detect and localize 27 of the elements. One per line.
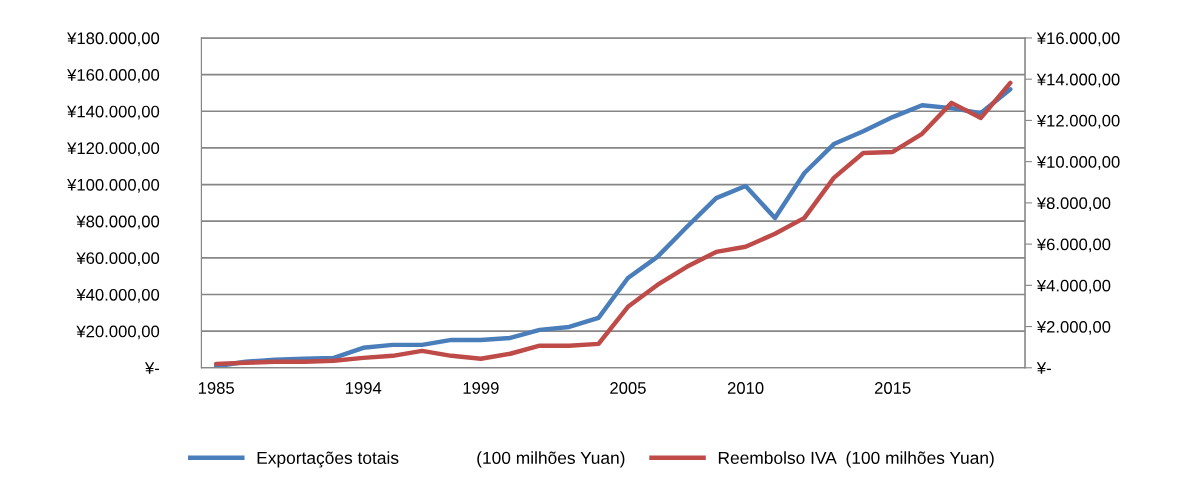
x-tick-label: 2010 (727, 382, 764, 394)
y-tick-label: ¥180.000,00 (67, 32, 160, 47)
x-tick-label: 1994 (345, 382, 382, 394)
y2-tick-label: ¥- (1036, 362, 1051, 374)
y2-tick-label: ¥14.000,00 (1036, 73, 1120, 88)
y-tick-label: ¥140.000,00 (67, 105, 160, 120)
x-tick-label: 2005 (610, 382, 646, 394)
y-tick-label: ¥100.000,00 (67, 178, 160, 193)
y-tick-label: ¥80.000,00 (76, 215, 160, 230)
y2-tick-label: ¥4.000,00 (1036, 279, 1111, 294)
legend-label: Exportações totais (100 milhões Yuan) (257, 451, 625, 468)
x-tick-label: 1985 (198, 382, 234, 394)
y-tick-label: ¥60.000,00 (76, 252, 160, 267)
y2-tick-label: ¥2.000,00 (1036, 320, 1111, 335)
y-tick-label: ¥40.000,00 (76, 288, 160, 303)
y-tick-label: ¥160.000,00 (67, 69, 160, 83)
y2-tick-label: ¥12.000,00 (1036, 114, 1120, 129)
y-tick-label: ¥120.000,00 (67, 142, 160, 157)
y-tick-label: ¥- (144, 362, 160, 374)
x-tick-label: 1999 (463, 382, 499, 394)
y2-tick-label: ¥8.000,00 (1036, 197, 1111, 212)
y2-tick-label: ¥16.000,00 (1036, 32, 1120, 47)
y2-tick-label: ¥10.000,00 (1036, 156, 1120, 170)
y-tick-label: ¥20.000,00 (76, 325, 160, 340)
x-tick-label: 2015 (874, 382, 911, 394)
y2-tick-label: ¥6.000,00 (1036, 238, 1111, 253)
legend-label: Reembolso IVA (100 milhões Yuan) (718, 451, 994, 468)
